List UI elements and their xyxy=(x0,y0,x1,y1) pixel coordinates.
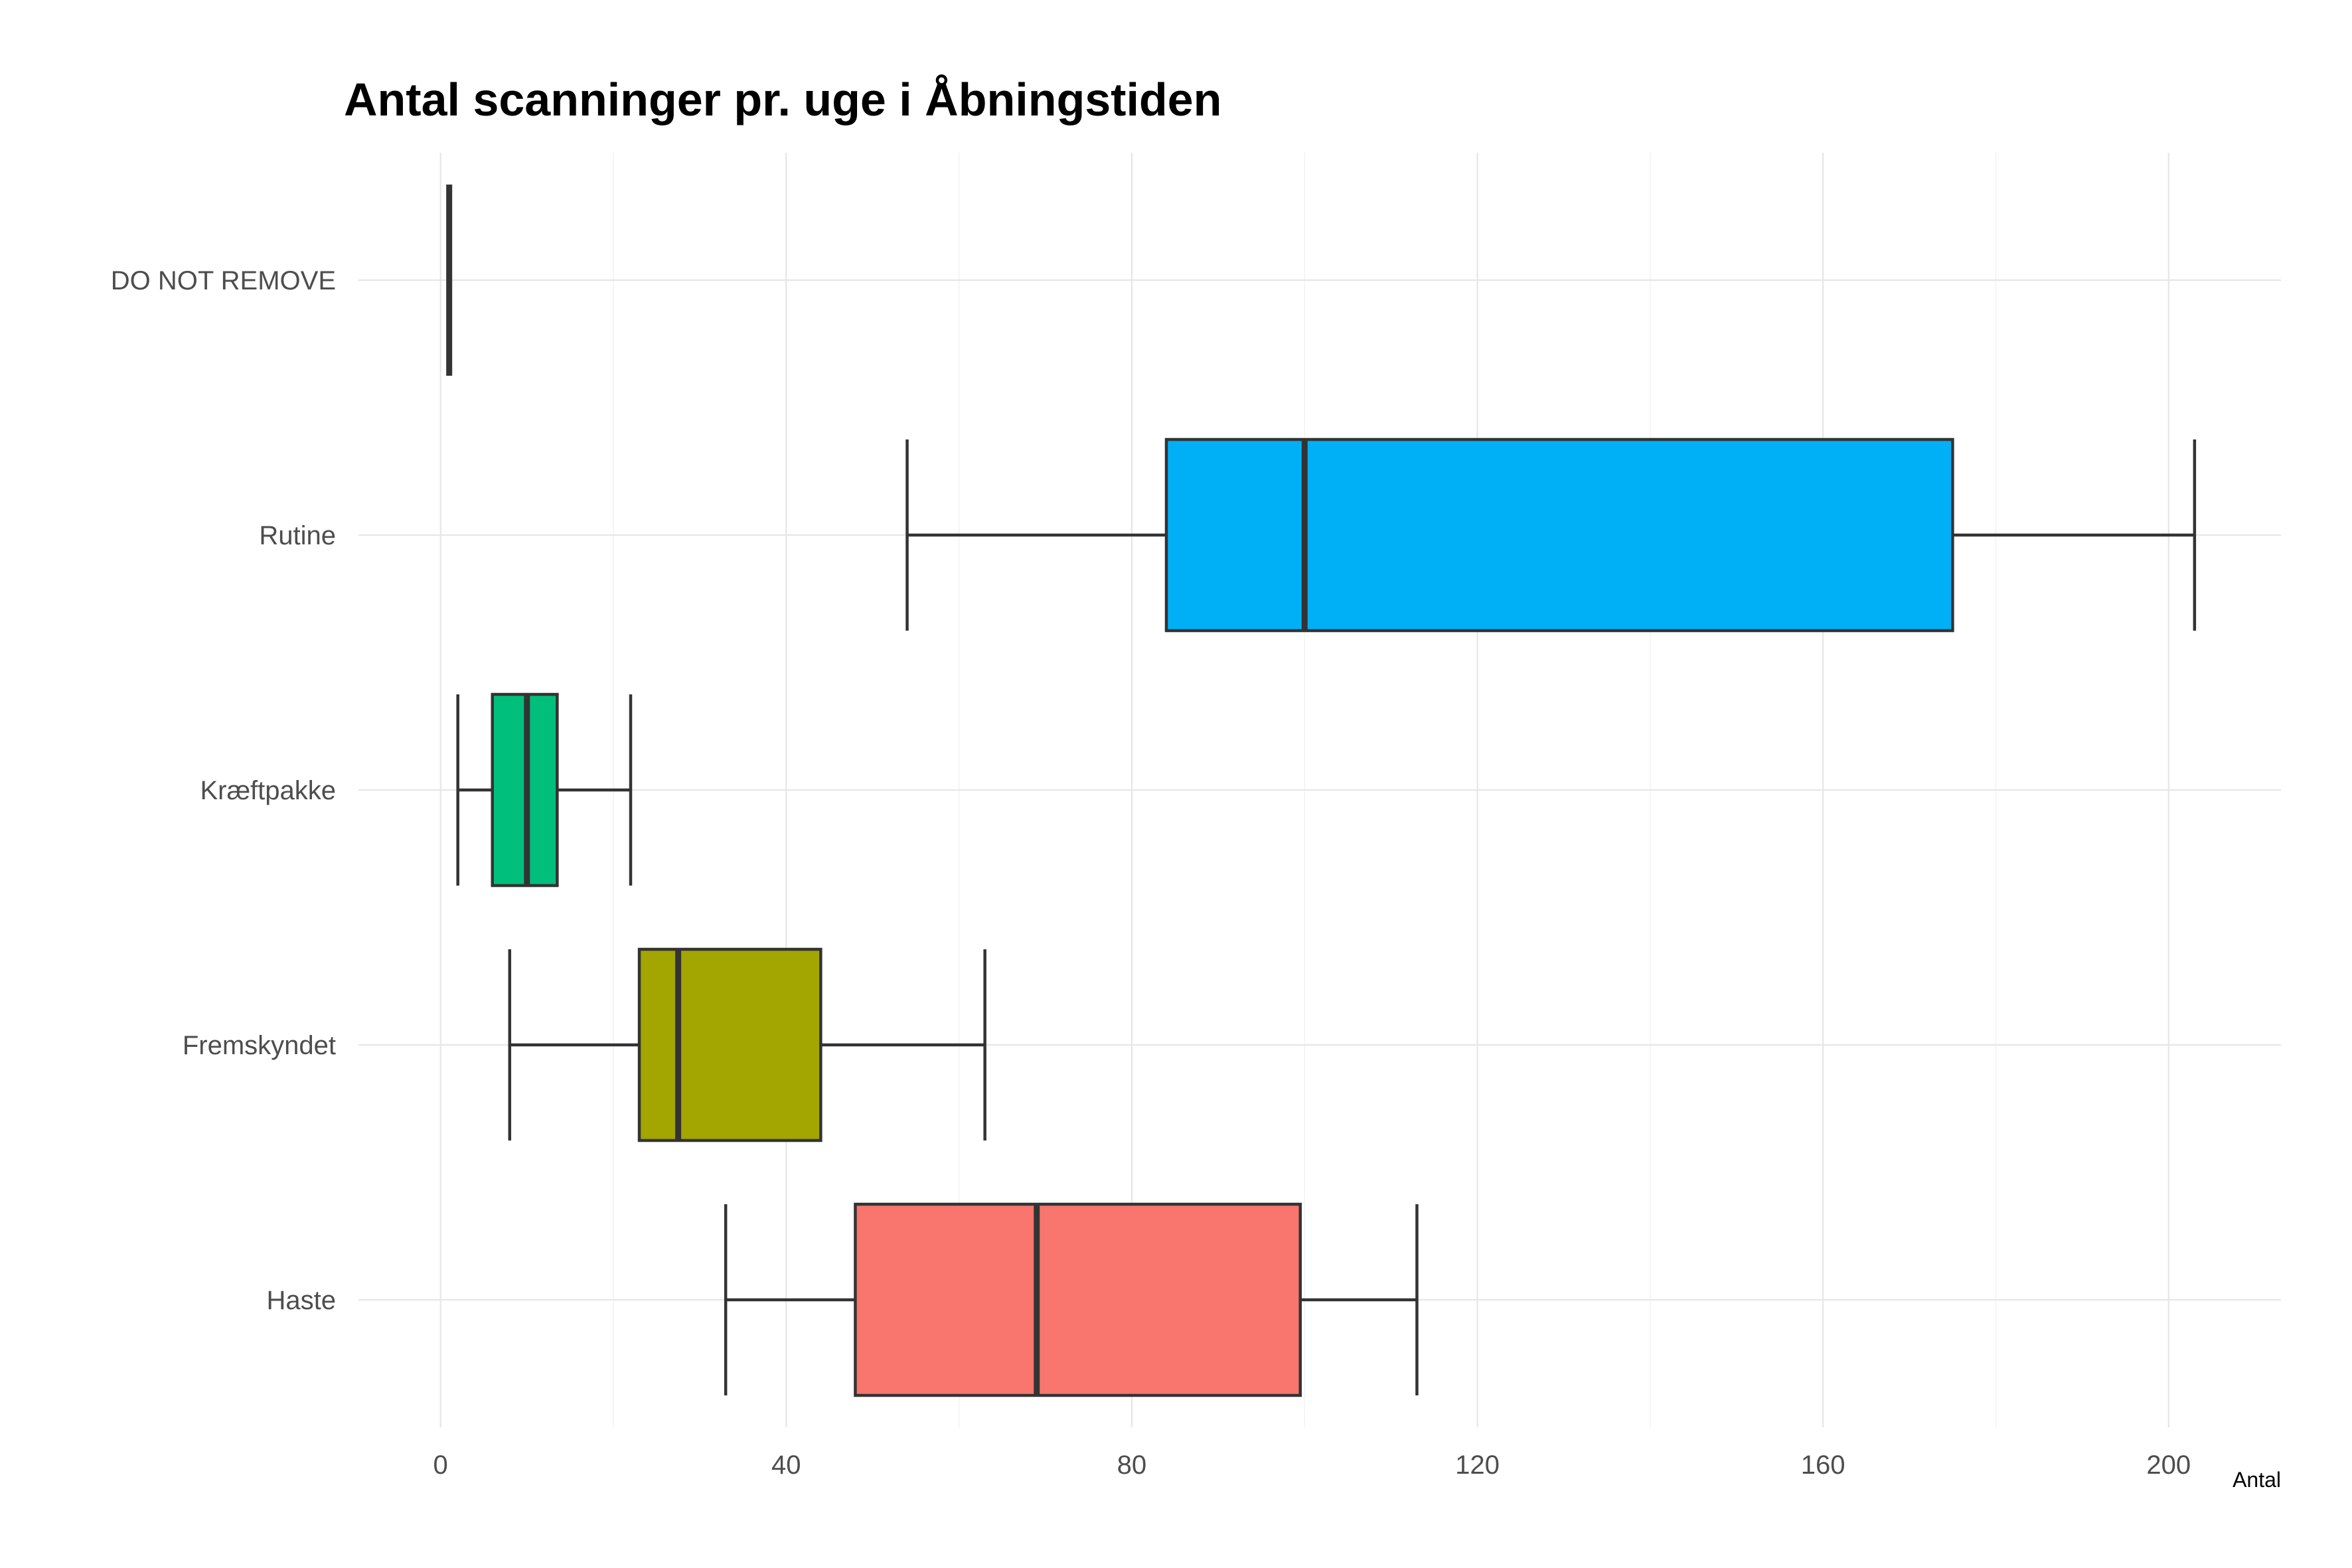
x-tick-label: 120 xyxy=(1455,1450,1500,1480)
y-tick-label: DO NOT REMOVE xyxy=(111,266,336,295)
axes: 0 40 80 120 160 200 DO NOT REMOVE Rutine Kræftpa… xyxy=(111,266,2191,1480)
x-tick-label: 0 xyxy=(433,1450,448,1480)
iqr-box xyxy=(854,1202,1302,1397)
x-tick-label: 200 xyxy=(2146,1450,2191,1480)
y-tick-label: Fremskyndet xyxy=(183,1031,336,1060)
x-axis-title: Antal xyxy=(2233,1468,2281,1492)
iqr-box xyxy=(1164,437,1954,633)
boxes xyxy=(446,185,2197,1397)
x-tick-label: 40 xyxy=(771,1450,801,1480)
grid-lines xyxy=(358,153,2281,1427)
y-tick-label: Rutine xyxy=(259,521,336,550)
box-group-haste xyxy=(724,1202,1419,1397)
iqr-box xyxy=(637,947,823,1142)
box-group-rutine xyxy=(905,437,2197,633)
y-tick-label: Kræftpakke xyxy=(200,776,336,805)
y-tick-label: Haste xyxy=(267,1286,337,1315)
box-group-kræftpakke xyxy=(456,692,633,888)
x-tick-label: 80 xyxy=(1117,1450,1147,1480)
x-tick-label: 160 xyxy=(1801,1450,1845,1480)
chart-title: Antal scanninger pr. uge i Åbningstiden xyxy=(344,74,1222,125)
box-group-fremskyndet xyxy=(508,947,986,1142)
